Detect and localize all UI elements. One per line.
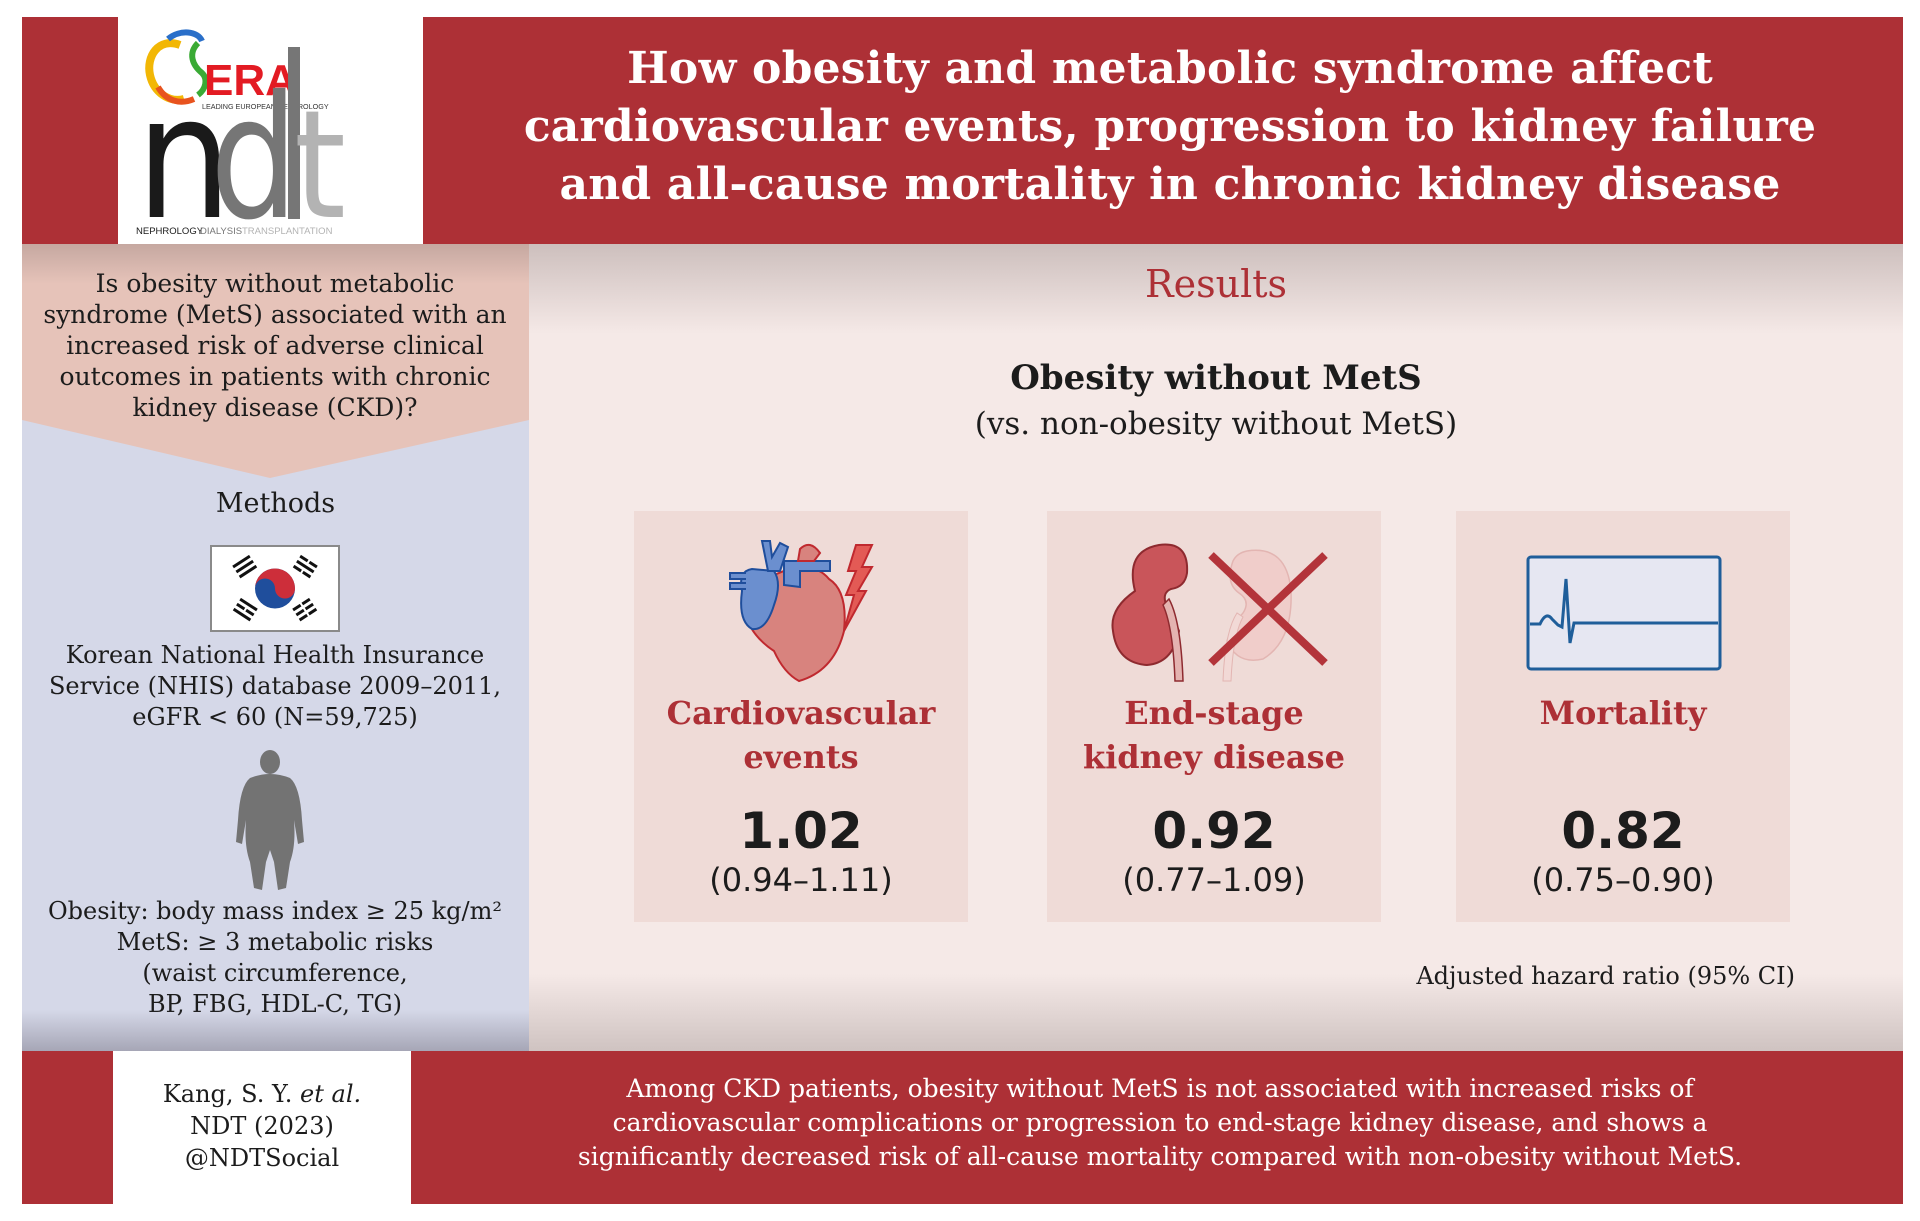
comparison-group-subtitle: (vs. non-obesity without MetS): [974, 406, 1458, 442]
question-line: Is obesity without metabolic: [95, 269, 455, 298]
confidence-interval: (0.75–0.90): [1531, 861, 1715, 899]
citation-box: [113, 1051, 411, 1204]
database-line: Service (NHIS) database 2009–2011,: [48, 672, 502, 700]
definition-line: MetS: ≥ 3 metabolic risks: [116, 928, 434, 956]
confidence-interval: (0.77–1.09): [1122, 861, 1306, 899]
ndt-subtitle-1: NEPHROLOGY: [136, 226, 204, 237]
ecg-flatline-icon: [1526, 555, 1722, 671]
question-line: increased risk of adverse clinical: [66, 331, 484, 360]
citation-author: Kang, S. Y.: [162, 1080, 293, 1108]
outcome-label-line: Mortality: [1539, 694, 1707, 732]
south-korea-flag-icon: [210, 545, 340, 632]
era-text: ERA: [204, 56, 297, 105]
citation: Kang, S. Y. et al. NDT (2023) @NDTSocial: [113, 1078, 411, 1174]
ndt-subtitle-2: DIALYSIS: [200, 226, 242, 237]
ndt-letter-n: n: [136, 60, 232, 244]
research-question: Is obesity without metabolic syndrome (M…: [40, 268, 510, 423]
ndt-letter-d: d: [210, 60, 298, 244]
question-line: kidney disease (CKD)?: [132, 393, 418, 422]
outcome-label: Mortality: [1456, 691, 1790, 735]
database-line: eGFR < 60 (N=59,725): [132, 703, 418, 731]
hazard-ratio-footnote: Adjusted hazard ratio (95% CI): [1416, 962, 1795, 990]
hazard-ratio-value: 0.92: [1152, 802, 1276, 860]
results-heading: Results: [1145, 262, 1287, 306]
conclusion-line: significantly decreased risk of all-caus…: [577, 1142, 1743, 1171]
outcome-label: End-stage kidney disease: [1047, 691, 1381, 779]
result-card-eskd: End-stage kidney disease 0.92 (0.77–1.09…: [1047, 511, 1381, 922]
comparison-group-title: Obesity without MetS: [1010, 358, 1422, 398]
confidence-interval: (0.94–1.11): [709, 861, 893, 899]
conclusion-line: Among CKD patients, obesity without MetS…: [626, 1074, 1694, 1103]
conclusion-line: cardiovascular complications or progress…: [612, 1108, 1708, 1137]
page-title: How obesity and metabolic syndrome affec…: [470, 40, 1870, 214]
question-line: syndrome (MetS) associated with an: [43, 300, 507, 329]
ndt-letter-t: t: [294, 79, 346, 244]
panel-shadow: [22, 1010, 529, 1051]
era-tagline: LEADING EUROPEAN NEPHROLOGY: [202, 102, 329, 111]
title-line: and all-cause mortality in chronic kidne…: [559, 159, 1781, 210]
database-line: Korean National Health Insurance: [65, 641, 485, 669]
panel-shadow: [22, 244, 529, 284]
title-line: cardiovascular events, progression to ki…: [523, 101, 1817, 152]
result-card-mortality: Mortality 0.82 (0.75–0.90): [1456, 511, 1790, 922]
question-line: outcomes in patients with chronic: [59, 362, 491, 391]
citation-journal: NDT (2023): [190, 1112, 334, 1140]
hazard-ratio-value: 1.02: [739, 802, 863, 860]
definitions: Obesity: body mass index ≥ 25 kg/m² MetS…: [25, 896, 525, 1020]
obese-person-silhouette-icon: [236, 750, 304, 890]
question-arrow-shape: [22, 244, 529, 478]
definition-line: Obesity: body mass index ≥ 25 kg/m²: [48, 897, 502, 925]
definition-line: (waist circumference,: [142, 959, 408, 987]
hazard-ratio-value: 0.82: [1561, 802, 1685, 860]
outcome-label-line: events: [743, 738, 859, 776]
kidney-failure-icon: [1111, 543, 1328, 682]
title-line: How obesity and metabolic syndrome affec…: [627, 43, 1713, 94]
outcome-label-line: Cardiovascular: [666, 694, 936, 732]
social-handle[interactable]: @NDTSocial: [184, 1144, 340, 1172]
heart-lightning-icon: [729, 540, 874, 683]
database-description: Korean National Health Insurance Service…: [30, 640, 520, 733]
citation-authors: Kang, S. Y. et al.: [113, 1078, 411, 1110]
outcome-label-line: kidney disease: [1082, 738, 1346, 776]
methods-heading: Methods: [215, 488, 336, 519]
conclusion: Among CKD patients, obesity without MetS…: [440, 1072, 1880, 1174]
journal-logo: ERA LEADING EUROPEAN NEPHROLOGY n d t NE…: [118, 17, 423, 258]
result-card-cardiovascular: Cardiovascular events 1.02 (0.94–1.11): [634, 511, 968, 922]
citation-etal: et al.: [300, 1080, 362, 1108]
ndt-subtitle-3: TRANSPLANTATION: [242, 226, 333, 237]
outcome-label-line: End-stage: [1124, 694, 1304, 732]
era-ndt-logo-icon: ERA LEADING EUROPEAN NEPHROLOGY n d t NE…: [136, 29, 346, 258]
outcome-label: Cardiovascular events: [634, 691, 968, 779]
